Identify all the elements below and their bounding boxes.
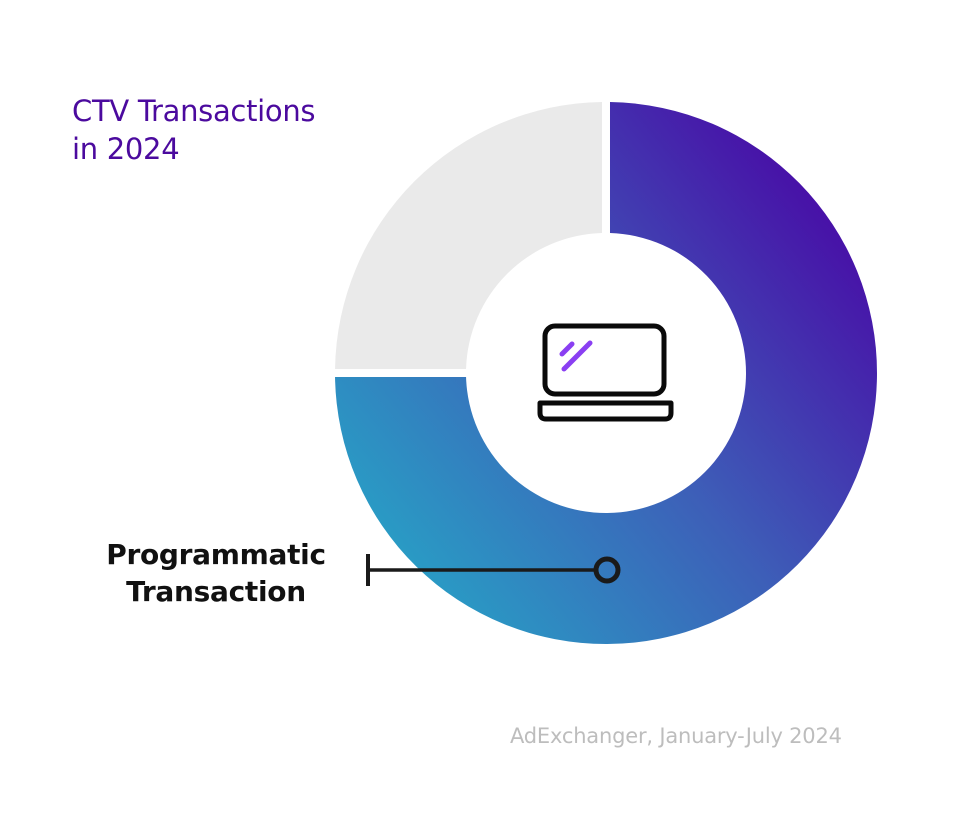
chart-title-line-2: in 2024 xyxy=(72,132,180,166)
chart-title: CTV Transactions in 2024 xyxy=(72,92,316,168)
source-note: AdExchanger, January-July 2024 xyxy=(510,724,842,748)
callout-line-2: Transaction xyxy=(126,575,306,608)
callout-line-1: Programmatic xyxy=(106,538,326,571)
slice-callout-label: Programmatic Transaction xyxy=(60,536,372,610)
donut-slice-other xyxy=(335,102,603,370)
callout-connector xyxy=(366,554,621,586)
chart-title-line-1: CTV Transactions xyxy=(72,94,316,128)
donut-slices xyxy=(335,102,877,644)
laptop-icon xyxy=(537,323,674,422)
donut-slice-programmatic-transaction xyxy=(335,102,877,644)
